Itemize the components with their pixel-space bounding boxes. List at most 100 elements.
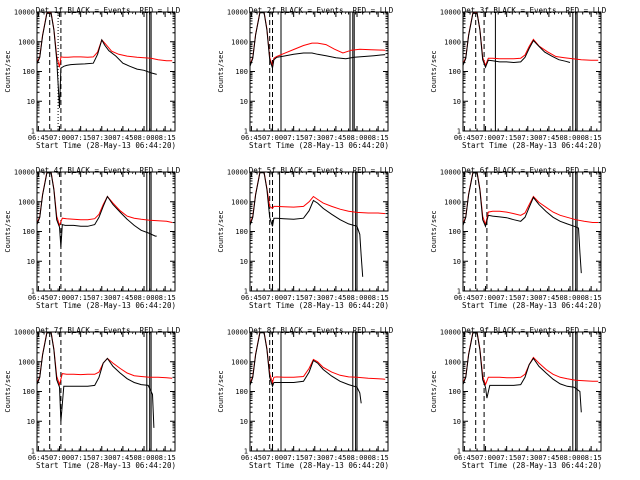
x-tick-label: 06:45 [454,134,475,142]
detector-panel: 1 10 100 1000 10000 06:45 07:00 07:15 07:30 07:45… [430,326,607,470]
panel-title: Det 8f BLACK = Events, RED = LLD [249,326,394,335]
x-tick-label: 07:45 [538,134,559,142]
y-tick-label: 1 [31,128,35,136]
y-tick-label: 10000 [227,169,248,177]
x-tick-label: 07:30 [304,294,325,302]
lld-series-line [462,12,599,67]
y-tick-label: 1000 [18,38,35,46]
x-tick-label: 06:45 [241,454,262,462]
x-tick-label: 07:15 [283,294,304,302]
y-tick-label: 1 [31,448,35,456]
x-axis-label: Start Time (28-May-13 06:44:20) [249,461,389,470]
plot-frame [249,11,389,132]
events-series-line [36,172,157,248]
x-axis-label: Start Time (28-May-13 06:44:20) [462,141,602,150]
plot-frame [462,171,602,292]
detector-panel: 1 10 100 1000 10000 06:45 07:00 07:15 07:30 07:45… [4,326,181,470]
detector-panel: 1 10 100 1000 10000 06:45 07:00 07:15 07:30 07:45… [217,6,394,150]
y-tick-label: 100 [448,388,461,396]
x-tick-label: 07:30 [517,454,538,462]
y-axis-label: Counts/sec [217,50,225,92]
x-axis-label: Start Time (28-May-13 06:44:20) [462,301,602,310]
x-tick-label: 07:30 [91,454,112,462]
x-tick-label: 08:00 [133,454,154,462]
x-tick-label: 07:30 [517,134,538,142]
y-tick-label: 10000 [440,9,461,17]
events-series-line [462,332,582,413]
y-tick-label: 10000 [440,169,461,177]
y-tick-label: 10 [27,98,35,106]
lld-series-line [36,331,173,387]
detector-panel: 1 10 100 1000 10000 06:45 07:00 07:15 07:30 07:45… [217,166,394,310]
panel-title: Det 4f BLACK = Events, RED = LLD [36,166,181,175]
x-tick-label: 07:15 [496,294,517,302]
x-tick-label: 07:45 [325,454,346,462]
y-axis-label: Counts/sec [217,210,225,252]
x-tick-label: 07:15 [70,454,91,462]
x-tick-label: 08:15 [368,134,389,142]
y-tick-label: 1000 [231,358,248,366]
y-axis-label: Counts/sec [4,210,12,252]
y-tick-label: 1 [244,288,248,296]
y-tick-label: 10 [240,98,248,106]
x-tick-label: 07:45 [112,294,133,302]
y-tick-label: 100 [22,228,35,236]
lld-series-line [36,12,173,68]
x-tick-label: 06:45 [28,454,49,462]
x-axis-label: Start Time (28-May-13 06:44:20) [36,301,176,310]
panel-title: Det 3f BLACK = Events, RED = LLD [462,6,607,15]
y-tick-label: 10000 [14,329,35,337]
x-tick-label: 07:15 [70,134,91,142]
x-tick-label: 08:00 [559,294,580,302]
detector-panel: 1 10 100 1000 10000 06:45 07:00 07:15 07:30 07:45… [217,326,394,470]
x-tick-label: 06:45 [454,454,475,462]
events-series-line [249,12,386,69]
y-tick-label: 10000 [14,9,35,17]
x-axis-label: Start Time (28-May-13 06:44:20) [249,301,389,310]
events-series-line [462,172,582,274]
x-tick-label: 07:00 [262,454,283,462]
y-tick-label: 1 [457,288,461,296]
x-tick-label: 06:45 [454,294,475,302]
events-series-line [36,332,155,428]
x-tick-label: 08:15 [155,454,176,462]
x-tick-label: 07:15 [283,134,304,142]
x-tick-label: 08:15 [368,454,389,462]
x-tick-label: 08:15 [581,454,602,462]
plot-frame [36,331,176,452]
y-tick-label: 10 [27,258,35,266]
x-tick-label: 08:00 [133,294,154,302]
x-tick-label: 07:30 [517,294,538,302]
x-tick-label: 08:15 [581,134,602,142]
x-tick-label: 07:45 [112,454,133,462]
x-tick-label: 08:00 [346,294,367,302]
x-tick-label: 07:45 [112,134,133,142]
x-tick-label: 06:45 [241,294,262,302]
x-tick-label: 07:30 [304,134,325,142]
y-axis-label: Counts/sec [430,370,438,412]
plot-frame [249,171,389,292]
x-tick-label: 08:15 [155,294,176,302]
y-tick-label: 100 [448,228,461,236]
panel-title: Det 1f BLACK = Events, RED = LLD [36,6,181,15]
x-tick-label: 08:15 [368,294,389,302]
detector-panel: 1 10 100 1000 10000 06:45 07:00 07:15 07:30 07:45… [430,166,607,310]
y-tick-label: 1000 [444,38,461,46]
x-tick-label: 08:00 [346,134,367,142]
x-tick-label: 07:00 [49,134,70,142]
panel-title: Det 2f BLACK = Events, RED = LLD [249,6,394,15]
y-tick-label: 10 [453,98,461,106]
lld-series-line [462,171,599,227]
y-tick-label: 1 [244,448,248,456]
panel-title: Det 6f BLACK = Events, RED = LLD [462,166,607,175]
y-tick-label: 1 [244,128,248,136]
detector-panel: 1 10 100 1000 10000 06:45 07:00 07:15 07:30 07:45… [4,166,181,310]
y-axis-label: Counts/sec [4,50,12,92]
x-tick-label: 07:15 [496,454,517,462]
y-tick-label: 10000 [227,329,248,337]
x-tick-label: 06:45 [28,134,49,142]
lld-series-line [249,171,386,225]
y-tick-label: 1 [457,128,461,136]
x-tick-label: 07:00 [262,294,283,302]
x-tick-label: 07:00 [475,134,496,142]
